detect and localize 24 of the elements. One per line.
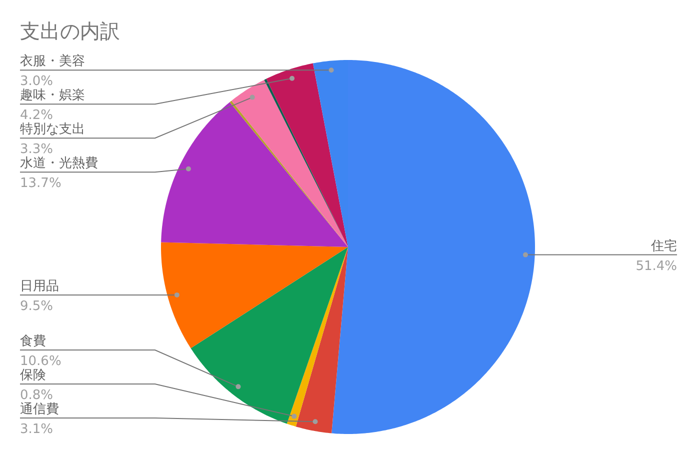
slice-label: 通信費 [20, 402, 59, 417]
data-label: 3.1% [20, 422, 54, 437]
slice-label: 食費 [20, 334, 46, 349]
data-label: 0.8% [20, 388, 54, 403]
slice-label: 特別な支出 [20, 122, 85, 138]
slice-label: 水道・光熱費 [20, 156, 98, 172]
chart-title: 支出の内訳 [20, 19, 120, 43]
slice-label: 趣味・娯楽 [20, 88, 85, 104]
pie-slice [296, 247, 348, 434]
data-label: 4.2% [20, 108, 54, 124]
slice-label: 日用品 [20, 278, 59, 294]
data-label: 3.3% [20, 142, 54, 158]
pie-slice [190, 247, 348, 424]
slice-label: 住宅 [650, 238, 677, 254]
data-label: 3.0% [20, 74, 54, 90]
data-label: 13.7% [20, 176, 62, 192]
pie-slice [286, 247, 348, 427]
data-label: 51.4% [636, 258, 677, 274]
pie-slice [161, 242, 348, 348]
data-label: 10.6% [20, 354, 62, 369]
slice-label: 衣服・美容 [20, 53, 85, 70]
pie-slice [161, 102, 348, 247]
slice-label: 保険 [20, 368, 46, 383]
data-label: 9.5% [20, 298, 54, 314]
